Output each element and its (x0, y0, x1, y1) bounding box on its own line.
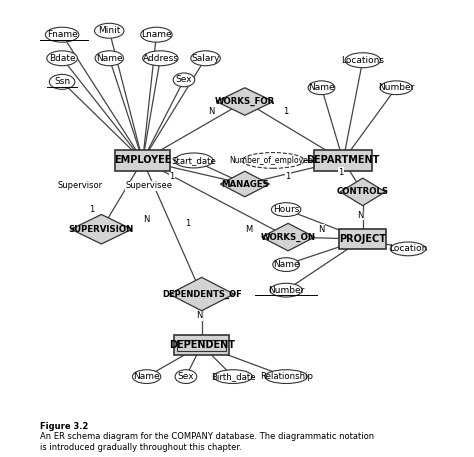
Polygon shape (262, 223, 315, 251)
Ellipse shape (380, 81, 412, 95)
Text: Minit: Minit (98, 26, 120, 35)
FancyBboxPatch shape (339, 229, 386, 249)
Ellipse shape (132, 370, 161, 383)
Ellipse shape (214, 370, 252, 383)
FancyBboxPatch shape (314, 150, 372, 170)
Text: DEPARTMENT: DEPARTMENT (306, 155, 380, 165)
Text: Location: Location (389, 244, 427, 253)
Text: N: N (357, 211, 364, 220)
Text: 1: 1 (283, 107, 289, 116)
Text: Sex: Sex (176, 75, 192, 85)
Text: Number: Number (378, 83, 414, 92)
Ellipse shape (345, 53, 381, 68)
Ellipse shape (143, 51, 178, 66)
Text: N: N (319, 225, 325, 234)
Text: PROJECT: PROJECT (339, 234, 386, 244)
Ellipse shape (174, 153, 213, 168)
Text: DEPENDENT: DEPENDENT (169, 340, 235, 350)
Text: Supervisee: Supervisee (125, 181, 172, 191)
Ellipse shape (270, 283, 302, 297)
Ellipse shape (46, 27, 79, 42)
Ellipse shape (273, 258, 300, 271)
Ellipse shape (191, 51, 220, 66)
Text: WORKS_ON: WORKS_ON (261, 233, 316, 242)
Ellipse shape (47, 51, 77, 66)
Ellipse shape (265, 370, 307, 383)
Text: 1: 1 (170, 172, 175, 181)
Text: Sex: Sex (178, 372, 194, 381)
Ellipse shape (173, 73, 195, 87)
Text: Lname: Lname (141, 30, 172, 39)
Polygon shape (71, 214, 132, 244)
Text: 1: 1 (338, 168, 344, 177)
Text: Number: Number (268, 286, 304, 295)
Text: CONTROLS: CONTROLS (337, 187, 389, 197)
Text: Name: Name (96, 54, 123, 63)
Text: Locations: Locations (341, 56, 384, 65)
Text: Name: Name (133, 372, 160, 381)
Text: MANAGES: MANAGES (221, 180, 269, 189)
Text: Salary: Salary (191, 54, 220, 63)
Text: N: N (144, 215, 150, 224)
Text: M: M (245, 225, 253, 234)
Text: Figure 3.2: Figure 3.2 (40, 422, 89, 431)
Polygon shape (169, 277, 234, 311)
Text: N: N (197, 311, 203, 320)
Text: DEPENDENTS_OF: DEPENDENTS_OF (162, 289, 242, 299)
Text: Number_of_employees: Number_of_employees (229, 156, 317, 165)
FancyBboxPatch shape (115, 150, 170, 170)
Text: 1: 1 (285, 172, 291, 181)
Ellipse shape (95, 51, 123, 66)
Text: Fname: Fname (47, 30, 77, 39)
Ellipse shape (390, 242, 426, 256)
Text: Name: Name (273, 260, 300, 269)
Ellipse shape (175, 370, 197, 383)
Text: Address: Address (142, 54, 178, 63)
Text: SUPERVISION: SUPERVISION (69, 225, 134, 234)
Ellipse shape (94, 23, 124, 38)
Ellipse shape (242, 153, 304, 168)
Text: 1: 1 (185, 219, 191, 228)
Text: EMPLOYEE: EMPLOYEE (114, 155, 172, 165)
Text: N: N (208, 107, 215, 116)
Text: Name: Name (308, 83, 335, 92)
Text: An ER schema diagram for the COMPANY database. The diagrammatic notation
is intr: An ER schema diagram for the COMPANY dat… (40, 422, 374, 452)
Text: Supervisor: Supervisor (57, 181, 102, 191)
Ellipse shape (272, 203, 301, 217)
Text: Birth_date: Birth_date (211, 372, 255, 381)
Ellipse shape (141, 27, 172, 42)
Ellipse shape (308, 81, 335, 95)
Text: Start_date: Start_date (171, 156, 216, 165)
Text: WORKS_FOR: WORKS_FOR (215, 97, 275, 106)
FancyBboxPatch shape (174, 335, 229, 356)
Polygon shape (220, 171, 269, 197)
Polygon shape (340, 178, 385, 206)
Text: Bdate: Bdate (49, 54, 75, 63)
Text: Ssn: Ssn (54, 77, 70, 86)
Text: Hours: Hours (273, 205, 299, 214)
Ellipse shape (49, 74, 75, 89)
Text: 1: 1 (89, 205, 94, 214)
Text: Relationship: Relationship (260, 372, 313, 381)
Polygon shape (216, 88, 273, 115)
